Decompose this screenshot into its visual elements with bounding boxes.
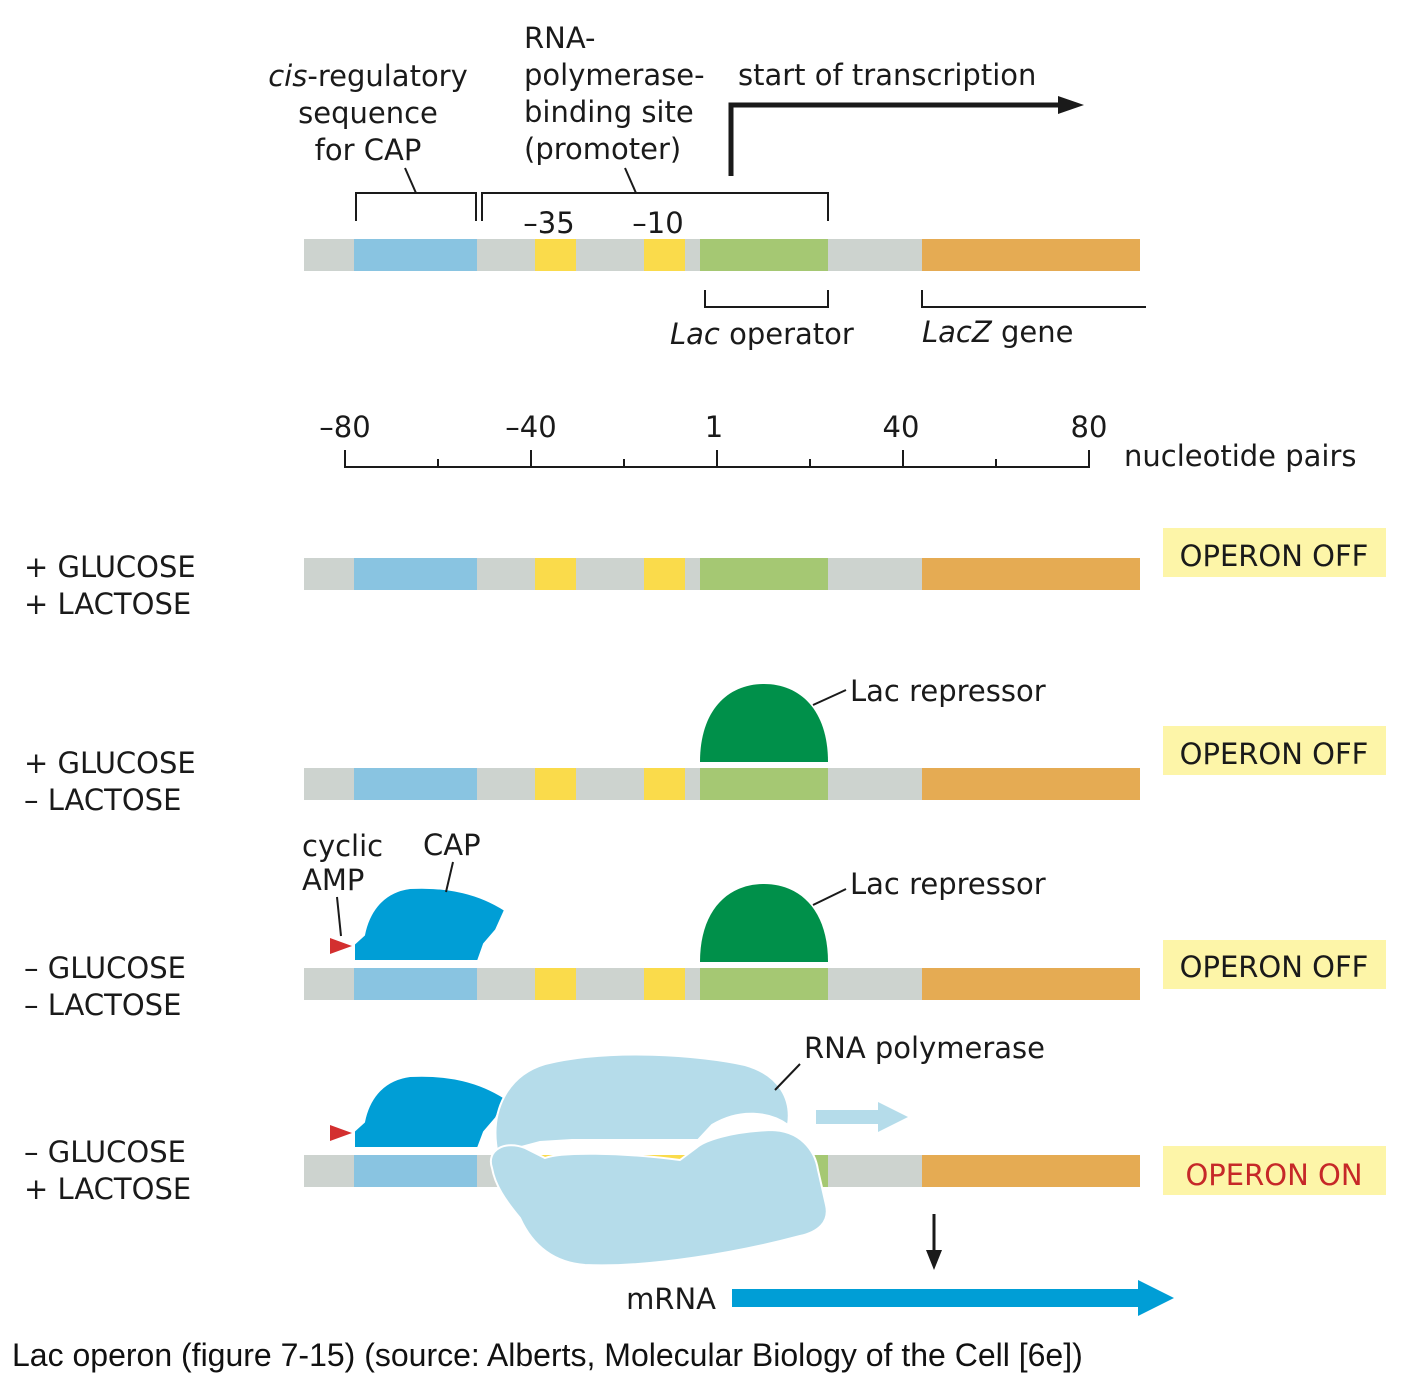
row-2-lac-repressor bbox=[700, 684, 828, 762]
lacz-gene-region bbox=[922, 239, 1140, 271]
row-4-status-text: OPERON ON bbox=[1185, 1158, 1362, 1192]
row-2-condition-lactose: – LACTOSE bbox=[24, 783, 181, 817]
row-3-lac-repressor bbox=[700, 884, 828, 962]
row-3-cap-label: CAP bbox=[423, 828, 481, 862]
mrna-arrow-shaft bbox=[732, 1289, 1142, 1307]
row-1-condition-glucose: + GLUCOSE bbox=[24, 550, 196, 584]
row-3-status-text: OPERON OFF bbox=[1180, 950, 1369, 984]
promoter-label-line4: (promoter) bbox=[524, 132, 681, 166]
row-1-status-text: OPERON OFF bbox=[1180, 539, 1369, 573]
row-4: – GLUCOSE + LACTOSE RNA polymerase OPERO… bbox=[24, 1031, 1386, 1267]
row-4-rna-polymerase-lower bbox=[489, 1128, 828, 1267]
promoter-label-line3: binding site bbox=[524, 95, 694, 129]
figure-caption: Lac operon (figure 7-15) (source: Albert… bbox=[12, 1337, 1083, 1373]
row-3-cyclic-label: cyclic bbox=[302, 829, 383, 863]
row-3-amp-label: AMP bbox=[302, 863, 364, 897]
tick-label-80: 80 bbox=[1071, 410, 1108, 444]
row-2-dna bbox=[304, 768, 1140, 800]
promoter-label-line2: polymerase- bbox=[524, 58, 705, 92]
row-1-status-badge bbox=[1163, 528, 1386, 577]
cis-bracket bbox=[355, 192, 477, 221]
start-of-transcription-label: start of transcription bbox=[738, 58, 1036, 92]
row-3-repressor-leader bbox=[812, 888, 847, 906]
row-4-status-badge bbox=[1163, 1146, 1386, 1195]
tick-label-minus40: –40 bbox=[505, 410, 556, 444]
row-3-lac-repressor-label: Lac repressor bbox=[850, 867, 1046, 901]
minus10-label: –10 bbox=[632, 206, 683, 240]
row-3-condition-lactose: – LACTOSE bbox=[24, 988, 181, 1022]
minus35-box bbox=[535, 239, 576, 271]
cis-label-line2: sequence bbox=[298, 96, 438, 130]
mrna-arrow-head bbox=[1138, 1280, 1174, 1316]
tick-label-40: 40 bbox=[883, 410, 920, 444]
minus35-label: –35 bbox=[523, 206, 574, 240]
cis-label-line3: for CAP bbox=[315, 133, 422, 167]
operator-bracket bbox=[704, 290, 829, 308]
tick-label-1: 1 bbox=[705, 410, 723, 444]
promoter-leader bbox=[624, 167, 637, 194]
row-3-dna bbox=[304, 968, 1140, 1000]
row-3-cap-leader bbox=[445, 861, 454, 893]
row-1-dna bbox=[304, 558, 1140, 590]
scale-unit-label: nucleotide pairs bbox=[1124, 439, 1357, 473]
lac-operator-label: Lac operator bbox=[670, 317, 854, 351]
tick-label-minus80: –80 bbox=[319, 410, 370, 444]
row-2: + GLUCOSE – LACTOSE Lac repressor OPERON… bbox=[24, 674, 1386, 817]
transcription-start-arrow bbox=[728, 96, 1084, 176]
nucleotide-scale: –80 –40 1 40 80 nucleotide pairs bbox=[319, 410, 1356, 473]
row-2-condition-glucose: + GLUCOSE bbox=[24, 746, 196, 780]
promoter-label-line1: RNA- bbox=[524, 21, 596, 55]
row-2-lac-repressor-label: Lac repressor bbox=[850, 674, 1046, 708]
row-3: – GLUCOSE – LACTOSE cyclic AMP CAP Lac r… bbox=[24, 828, 1386, 1022]
row-4-cap-protein bbox=[353, 1074, 507, 1149]
row-4-movement-arrow bbox=[816, 1102, 908, 1132]
row-2-repressor-leader bbox=[812, 689, 847, 706]
transcription-output: mRNA bbox=[626, 1214, 1174, 1316]
row-4-rna-polymerase-leader bbox=[774, 1063, 801, 1091]
row-2-status-badge bbox=[1163, 726, 1386, 775]
row-4-condition-glucose: – GLUCOSE bbox=[24, 1135, 186, 1169]
scale-ticks bbox=[344, 450, 1090, 468]
mrna-label: mRNA bbox=[626, 1282, 716, 1316]
row-3-condition-glucose: – GLUCOSE bbox=[24, 951, 186, 985]
row-4-rna-polymerase-label: RNA polymerase bbox=[804, 1031, 1045, 1065]
lacz-bracket bbox=[921, 290, 1146, 308]
row-4-rna-polymerase-upper bbox=[494, 1053, 790, 1151]
reference-dna bbox=[304, 239, 1140, 271]
row-2-status-text: OPERON OFF bbox=[1180, 737, 1369, 771]
row-1-condition-lactose: + LACTOSE bbox=[24, 587, 191, 621]
top-brackets bbox=[355, 167, 1146, 308]
row-3-cap-protein bbox=[353, 886, 507, 962]
row-3-status-badge bbox=[1163, 940, 1386, 989]
lac-operator-region bbox=[700, 239, 828, 271]
lacz-gene-label: LacZ gene bbox=[922, 315, 1073, 349]
row-3-cyclic-amp bbox=[330, 938, 352, 954]
cis-leader bbox=[404, 167, 417, 194]
cap-binding-site bbox=[354, 239, 477, 271]
row-1: + GLUCOSE + LACTOSE OPERON OFF bbox=[24, 528, 1386, 621]
cis-label-line1: cis-regulatory bbox=[268, 59, 468, 93]
row-4-cyclic-amp bbox=[330, 1125, 352, 1141]
promoter-bracket bbox=[481, 192, 829, 221]
row-3-camp-leader bbox=[336, 896, 342, 937]
row-4-condition-lactose: + LACTOSE bbox=[24, 1172, 191, 1206]
minus10-box bbox=[644, 239, 685, 271]
